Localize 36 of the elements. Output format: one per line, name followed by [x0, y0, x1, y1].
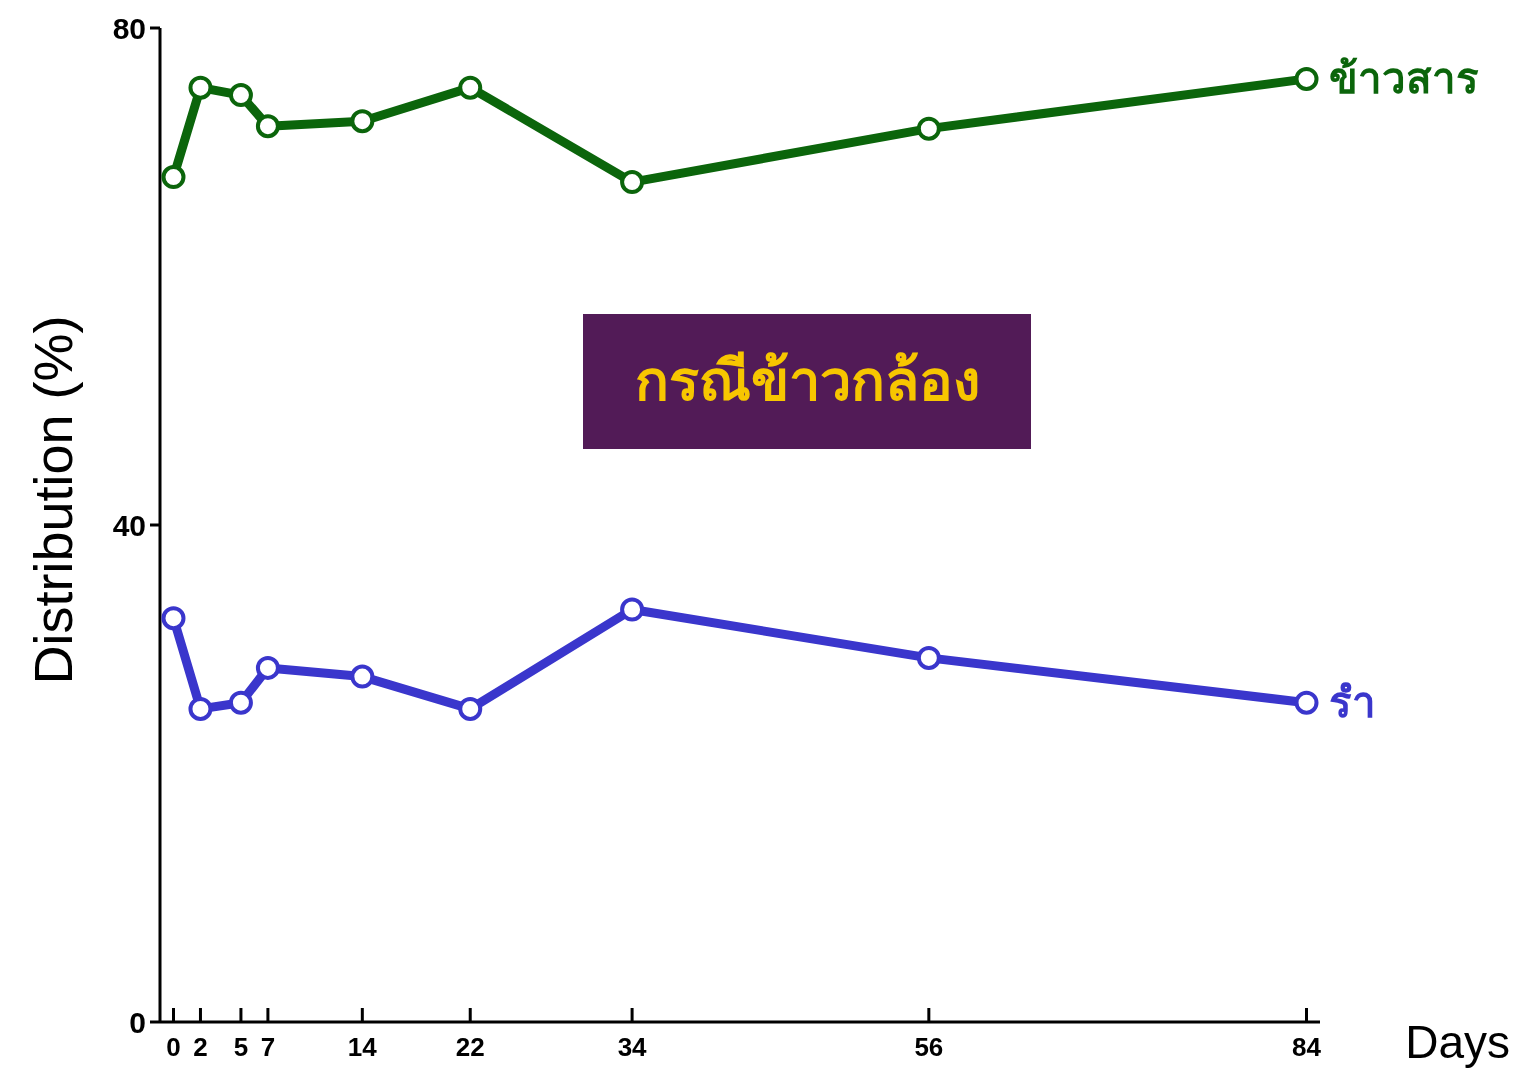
point — [350, 109, 375, 134]
point — [255, 655, 280, 680]
x-tick-label: 2 — [193, 1032, 208, 1062]
y-tick-label: 80 — [112, 12, 146, 45]
series-label: ข้าวสาร — [1328, 54, 1479, 102]
point — [916, 645, 941, 670]
point — [228, 690, 253, 715]
point — [458, 75, 483, 100]
point — [255, 114, 280, 139]
point — [188, 696, 213, 721]
y-tick-label: 40 — [112, 509, 146, 542]
point — [1294, 690, 1319, 715]
point — [458, 696, 483, 721]
x-tick-label: 5 — [233, 1032, 249, 1062]
point — [350, 664, 375, 689]
x-tick-label: 7 — [260, 1032, 276, 1062]
point — [916, 116, 941, 141]
x-tick-label: 0 — [166, 1032, 181, 1062]
series-label: รำ — [1328, 678, 1376, 726]
point — [188, 75, 213, 100]
point — [161, 165, 186, 190]
annotation-box: กรณีข้าวกล้อง — [583, 314, 1031, 449]
y-axis-title: Distribution (%) — [23, 315, 83, 685]
point — [620, 170, 645, 195]
annotation: กรณีข้าวกล้อง — [634, 349, 980, 412]
x-tick-label: 14 — [347, 1032, 378, 1062]
point — [620, 597, 645, 622]
point — [161, 606, 186, 631]
x-tick-label: 22 — [455, 1032, 485, 1062]
x-tick-label: 56 — [914, 1032, 944, 1062]
point — [1294, 66, 1319, 91]
y-tick-label: 0 — [129, 1006, 146, 1039]
x-tick-label: 84 — [1292, 1032, 1322, 1062]
point — [228, 83, 253, 108]
x-tick-label: 34 — [617, 1032, 648, 1062]
x-axis-title: Days — [1405, 1016, 1510, 1068]
